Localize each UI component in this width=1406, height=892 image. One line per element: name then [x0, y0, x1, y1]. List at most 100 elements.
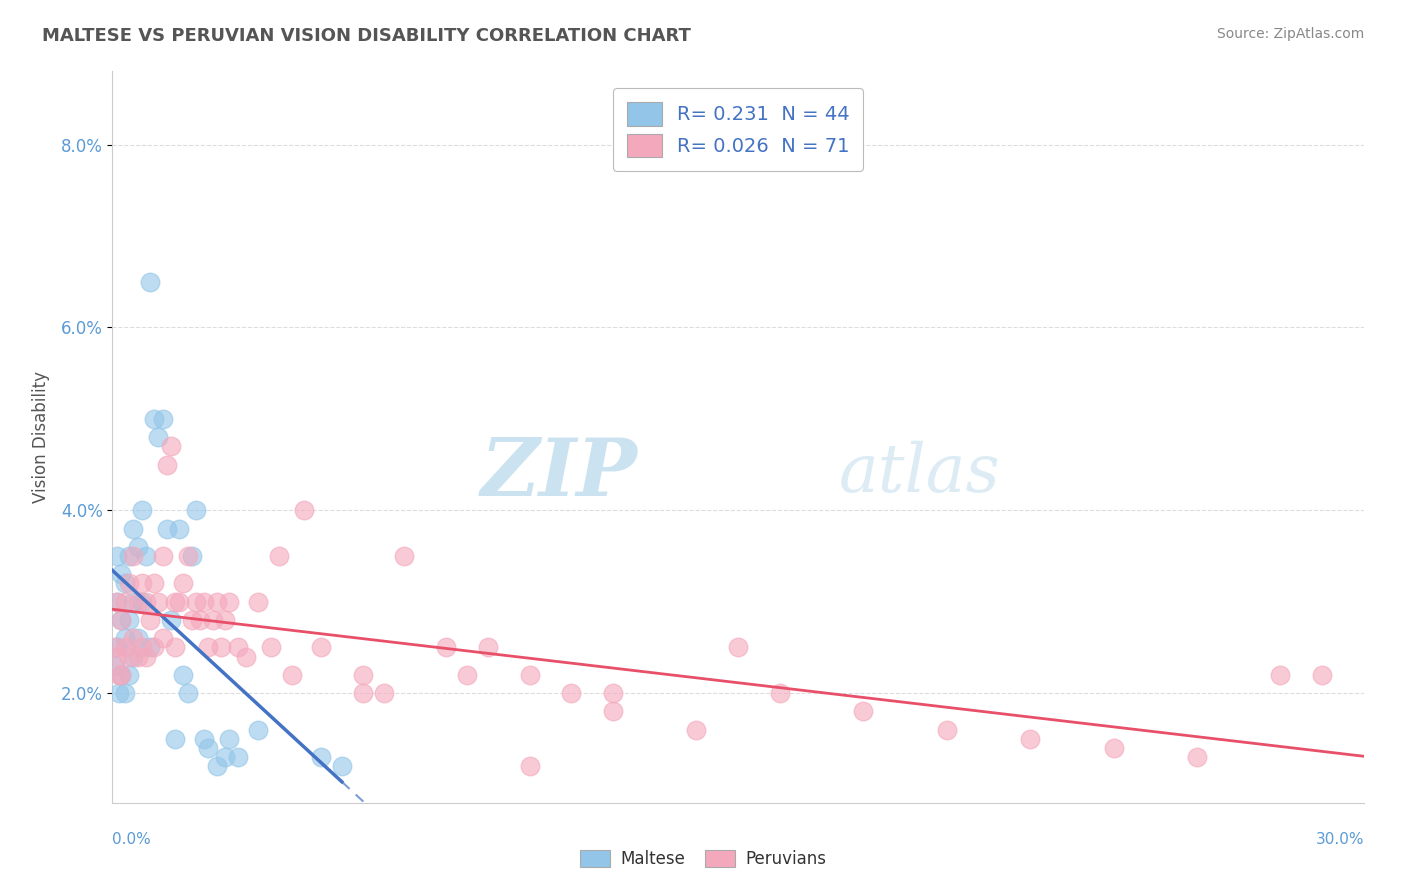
- Point: [519, 667, 541, 682]
- Text: Source: ZipAtlas.com: Source: ZipAtlas.com: [1216, 27, 1364, 41]
- Point: [114, 594, 136, 608]
- Point: [103, 640, 125, 655]
- Point: [152, 549, 174, 563]
- Point: [160, 439, 183, 453]
- Text: MALTESE VS PERUVIAN VISION DISABILITY CORRELATION CHART: MALTESE VS PERUVIAN VISION DISABILITY CO…: [42, 27, 692, 45]
- Point: [1102, 740, 1125, 755]
- Point: [193, 594, 215, 608]
- Point: [477, 640, 499, 655]
- Point: [148, 594, 170, 608]
- Point: [209, 640, 232, 655]
- Point: [107, 686, 129, 700]
- Point: [163, 731, 186, 746]
- Point: [103, 658, 125, 673]
- Point: [180, 549, 202, 563]
- Point: [127, 649, 149, 664]
- Point: [352, 667, 374, 682]
- Text: ZIP: ZIP: [481, 435, 638, 512]
- Point: [1310, 667, 1333, 682]
- Text: 0.0%: 0.0%: [112, 832, 152, 847]
- Point: [247, 594, 270, 608]
- Text: 30.0%: 30.0%: [1316, 832, 1364, 847]
- Point: [394, 549, 416, 563]
- Point: [118, 613, 141, 627]
- Text: atlas: atlas: [838, 441, 1000, 507]
- Point: [434, 640, 457, 655]
- Point: [172, 667, 194, 682]
- Point: [218, 594, 240, 608]
- Point: [172, 576, 194, 591]
- Point: [105, 594, 128, 608]
- Point: [148, 430, 170, 444]
- Point: [184, 594, 207, 608]
- Y-axis label: Vision Disability: Vision Disability: [32, 371, 49, 503]
- Point: [373, 686, 395, 700]
- Point: [205, 594, 228, 608]
- Point: [156, 458, 179, 472]
- Point: [127, 594, 149, 608]
- Point: [167, 594, 190, 608]
- Point: [281, 667, 304, 682]
- Point: [235, 649, 257, 664]
- Point: [269, 549, 291, 563]
- Legend: Maltese, Peruvians: Maltese, Peruvians: [574, 843, 832, 875]
- Point: [139, 275, 162, 289]
- Point: [118, 576, 141, 591]
- Point: [143, 576, 166, 591]
- Point: [247, 723, 270, 737]
- Point: [292, 503, 315, 517]
- Point: [135, 649, 157, 664]
- Point: [352, 686, 374, 700]
- Point: [110, 613, 132, 627]
- Point: [260, 640, 283, 655]
- Point: [188, 613, 211, 627]
- Point: [193, 731, 215, 746]
- Point: [114, 640, 136, 655]
- Point: [122, 549, 145, 563]
- Point: [139, 613, 162, 627]
- Point: [127, 632, 149, 646]
- Point: [139, 640, 162, 655]
- Point: [309, 640, 332, 655]
- Point: [135, 549, 157, 563]
- Point: [160, 613, 183, 627]
- Point: [309, 750, 332, 764]
- Point: [197, 640, 219, 655]
- Point: [176, 686, 198, 700]
- Point: [122, 521, 145, 535]
- Point: [201, 613, 224, 627]
- Point: [769, 686, 792, 700]
- Point: [852, 705, 875, 719]
- Legend: R= 0.231  N = 44, R= 0.026  N = 71: R= 0.231 N = 44, R= 0.026 N = 71: [613, 88, 863, 171]
- Point: [114, 686, 136, 700]
- Point: [152, 632, 174, 646]
- Point: [1185, 750, 1208, 764]
- Point: [226, 750, 249, 764]
- Point: [107, 667, 129, 682]
- Point: [214, 750, 236, 764]
- Point: [122, 594, 145, 608]
- Point: [110, 613, 132, 627]
- Point: [131, 640, 153, 655]
- Point: [105, 640, 128, 655]
- Point: [118, 549, 141, 563]
- Point: [114, 576, 136, 591]
- Point: [1019, 731, 1042, 746]
- Point: [127, 540, 149, 554]
- Point: [118, 649, 141, 664]
- Point: [105, 594, 128, 608]
- Point: [214, 613, 236, 627]
- Point: [118, 667, 141, 682]
- Point: [602, 705, 624, 719]
- Point: [226, 640, 249, 655]
- Point: [176, 549, 198, 563]
- Point: [152, 412, 174, 426]
- Point: [135, 594, 157, 608]
- Point: [143, 412, 166, 426]
- Point: [197, 740, 219, 755]
- Point: [685, 723, 707, 737]
- Point: [122, 649, 145, 664]
- Point: [105, 549, 128, 563]
- Point: [163, 640, 186, 655]
- Point: [163, 594, 186, 608]
